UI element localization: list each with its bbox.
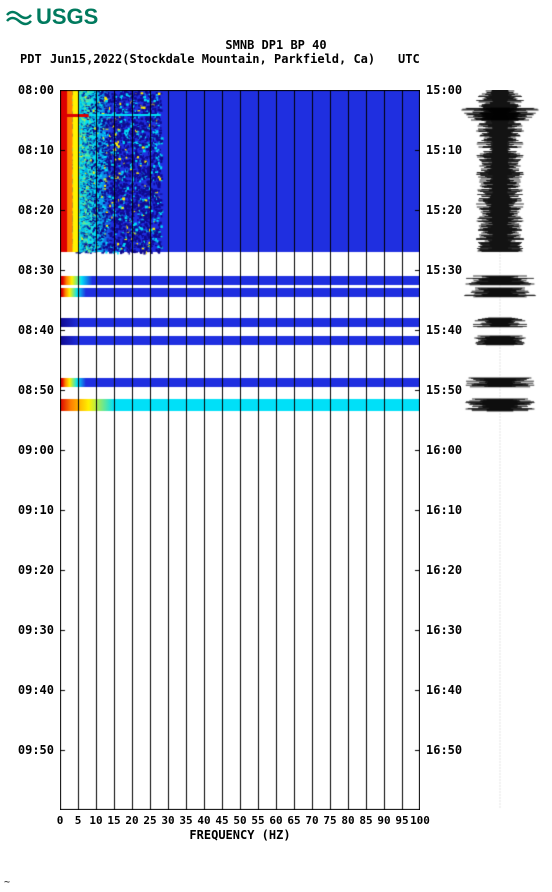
ytick-left: 09:20 (12, 563, 54, 577)
ytick-right: 15:00 (426, 83, 468, 97)
xtick: 20 (125, 814, 138, 827)
xtick: 75 (323, 814, 336, 827)
ytick-left: 08:30 (12, 263, 54, 277)
waveform-plot (460, 90, 540, 810)
xtick: 70 (305, 814, 318, 827)
ytick-right: 16:40 (426, 683, 468, 697)
xtick: 45 (215, 814, 228, 827)
ytick-left: 08:00 (12, 83, 54, 97)
ytick-left: 09:30 (12, 623, 54, 637)
xtick: 80 (341, 814, 354, 827)
ytick-right: 16:30 (426, 623, 468, 637)
ytick-left: 08:50 (12, 383, 54, 397)
xtick: 10 (89, 814, 102, 827)
ytick-right: 15:20 (426, 203, 468, 217)
ytick-left: 09:00 (12, 443, 54, 457)
usgs-logo-text: USGS (36, 4, 98, 30)
xtick: 100 (410, 814, 430, 827)
ytick-left: 08:40 (12, 323, 54, 337)
xtick: 25 (143, 814, 156, 827)
ytick-left: 09:10 (12, 503, 54, 517)
timezone-left: PDT (20, 52, 42, 66)
xtick: 15 (107, 814, 120, 827)
spectrogram-plot (60, 90, 420, 810)
xtick: 60 (269, 814, 282, 827)
xtick: 95 (395, 814, 408, 827)
ytick-right: 16:10 (426, 503, 468, 517)
xtick: 55 (251, 814, 264, 827)
xtick: 90 (377, 814, 390, 827)
ytick-left: 08:20 (12, 203, 54, 217)
station-name: (Stockdale Mountain, Parkfield, Ca) (122, 52, 375, 66)
xtick: 40 (197, 814, 210, 827)
timezone-right: UTC (398, 52, 420, 66)
usgs-logo: USGS (6, 4, 98, 30)
x-axis-label: FREQUENCY (HZ) (60, 828, 420, 842)
ytick-right: 16:20 (426, 563, 468, 577)
date-label: Jun15,2022 (50, 52, 122, 66)
ytick-right: 16:50 (426, 743, 468, 757)
xtick: 65 (287, 814, 300, 827)
ytick-right: 15:30 (426, 263, 468, 277)
ytick-left: 09:40 (12, 683, 54, 697)
xtick: 35 (179, 814, 192, 827)
corner-mark: ~ (4, 877, 10, 888)
usgs-wave-icon (6, 7, 32, 27)
ytick-right: 16:00 (426, 443, 468, 457)
ytick-right: 15:10 (426, 143, 468, 157)
ytick-right: 15:50 (426, 383, 468, 397)
xtick: 85 (359, 814, 372, 827)
xtick: 5 (75, 814, 82, 827)
xtick: 0 (57, 814, 64, 827)
xtick: 30 (161, 814, 174, 827)
station-label: Jun15,2022(Stockdale Mountain, Parkfield… (50, 52, 375, 66)
xtick: 50 (233, 814, 246, 827)
ytick-left: 09:50 (12, 743, 54, 757)
chart-title: SMNB DP1 BP 40 (0, 38, 552, 52)
ytick-right: 15:40 (426, 323, 468, 337)
ytick-left: 08:10 (12, 143, 54, 157)
